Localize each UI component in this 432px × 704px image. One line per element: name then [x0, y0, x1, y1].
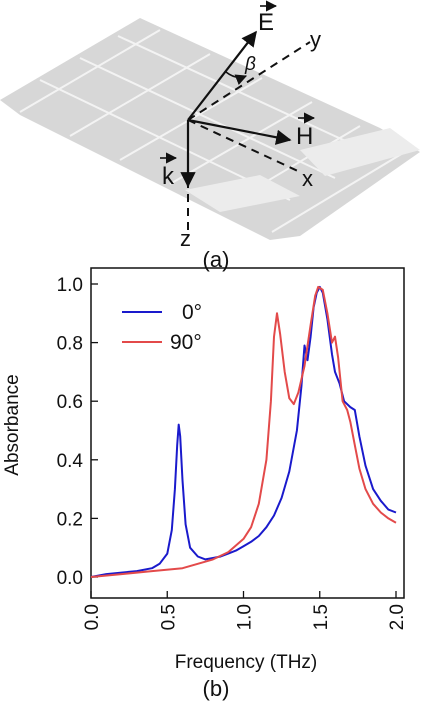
y-tick-label: 0.0: [57, 568, 83, 589]
series-line-0: [90, 285, 397, 578]
beta-label: β: [244, 54, 256, 75]
plot-frame: [90, 267, 405, 599]
x-ticks: 0.0 0.5 1.0 1.5 2.0: [82, 591, 408, 630]
metasurface-plate: [0, 18, 420, 240]
x-tick-label: 1.5: [311, 604, 332, 630]
light-strip: [300, 128, 420, 176]
y-ticks: 0.0 0.2 0.4 0.6 0.8 1.0: [57, 275, 98, 589]
x-tick-label: 0.5: [158, 604, 179, 630]
y-tick-label: 0.4: [57, 451, 84, 472]
legend-label-90deg: 90°: [170, 331, 202, 354]
y-axis-title: Absorbance: [2, 374, 23, 475]
x-axis-line: [187, 119, 301, 173]
k-vector-label: k: [162, 163, 175, 190]
h-vector-arrow: [187, 118, 292, 145]
x-tick-label: 0.0: [82, 604, 103, 630]
e-vector-label: E: [258, 9, 274, 36]
x-axis-name: x: [302, 166, 313, 191]
legend-label-0deg: 0°: [182, 301, 202, 324]
y-axis-name: y: [310, 27, 321, 52]
absorbance-chart: 0.0 0.2 0.4 0.6 0.8 1.0 0.0 0.5 1.0 1.5 2.0 0° 90…: [2, 267, 408, 701]
metasurface-diagram: E H k β y x z (a): [0, 0, 420, 272]
h-vector-label: H: [296, 123, 313, 150]
legend: 0° 90°: [122, 301, 202, 354]
e-vector-arrow: [187, 30, 257, 121]
x-axis-title: Frequency (THz): [175, 652, 318, 673]
y-tick-label: 0.8: [57, 334, 83, 355]
x-tick-label: 2.0: [387, 604, 408, 630]
series-line-1: [90, 285, 397, 578]
series-group: [90, 285, 397, 578]
beta-arc: [225, 71, 248, 85]
x-tick-label: 1.0: [235, 604, 256, 630]
z-axis-name: z: [180, 226, 191, 251]
panel-label-b: (b): [203, 676, 230, 701]
light-strip-2: [185, 175, 300, 212]
y-axis-line: [187, 41, 311, 121]
y-tick-label: 1.0: [57, 275, 83, 296]
y-tick-label: 0.2: [57, 509, 83, 530]
y-tick-label: 0.6: [57, 392, 83, 413]
tile-grid: [19, 29, 409, 233]
